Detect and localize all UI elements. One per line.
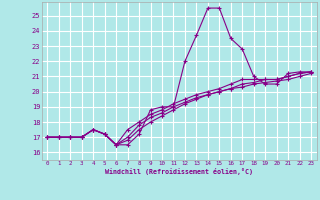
X-axis label: Windchill (Refroidissement éolien,°C): Windchill (Refroidissement éolien,°C) — [105, 168, 253, 175]
